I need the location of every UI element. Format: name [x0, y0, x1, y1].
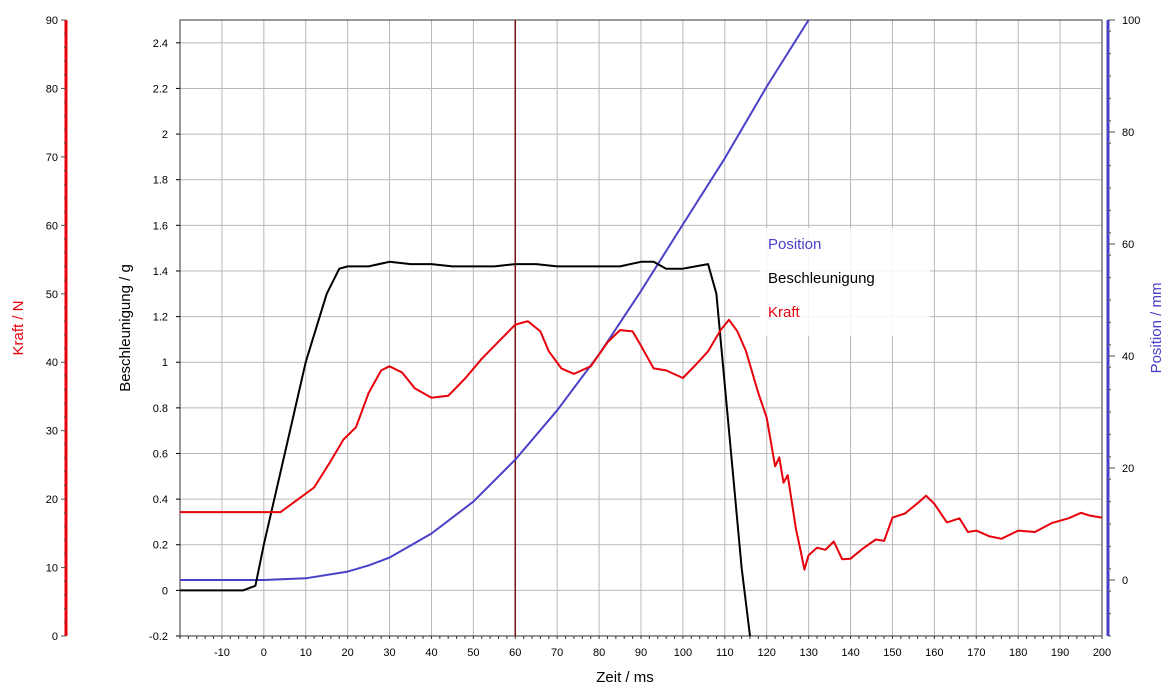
position-tick-label: 40 — [1122, 351, 1134, 363]
acceleration-tick-label: 1 — [162, 357, 168, 369]
x-tick-label: 40 — [425, 647, 437, 659]
acceleration-tick-label: 0.4 — [153, 494, 168, 506]
x-tick-label: 20 — [342, 647, 354, 659]
x-tick-label: 200 — [1093, 647, 1111, 659]
acceleration-tick-label: 1.8 — [153, 175, 168, 187]
legend: Position Beschleunigung Kraft — [760, 228, 930, 336]
force-tick-label: 70 — [46, 152, 58, 164]
legend-entry: Beschleunigung — [768, 270, 875, 287]
x-tick-label: 110 — [716, 647, 734, 659]
acceleration-tick-label: 1.4 — [153, 266, 168, 278]
position-tick-label: 80 — [1122, 127, 1134, 139]
position-tick-label: 100 — [1122, 15, 1140, 27]
x-tick-label: 90 — [635, 647, 647, 659]
x-tick-label: 170 — [967, 647, 985, 659]
force-axis-title: Kraft / N — [10, 300, 27, 355]
series-layer — [180, 20, 1102, 636]
force-tick-label: 40 — [46, 357, 58, 369]
acceleration-axis-title: Beschleunigung / g — [117, 264, 134, 392]
series-line-kraft — [180, 318, 1102, 571]
x-tick-label: 50 — [467, 647, 479, 659]
acceleration-tick-label: 0.2 — [153, 540, 168, 552]
acceleration-tick-label: 0 — [162, 585, 168, 597]
force-tick-label: 90 — [46, 15, 58, 27]
x-tick-label: 30 — [383, 647, 395, 659]
x-tick-label: 120 — [758, 647, 776, 659]
force-tick-label: 10 — [46, 563, 58, 575]
acceleration-tick-label: 1.2 — [153, 312, 168, 324]
acceleration-tick-label: -0.2 — [149, 631, 168, 643]
x-tick-label: 190 — [1051, 647, 1069, 659]
force-tick-label: 0 — [52, 631, 58, 643]
force-tick-label: 30 — [46, 426, 58, 438]
series-line-position — [180, 20, 810, 581]
force-tick-label: 60 — [46, 220, 58, 232]
legend-entry: Kraft — [768, 304, 801, 321]
acceleration-tick-label: 2.4 — [153, 38, 168, 50]
position-tick-label: 20 — [1122, 463, 1134, 475]
grid — [180, 20, 1103, 637]
x-tick-label: 80 — [593, 647, 605, 659]
x-tick-label: 0 — [261, 647, 267, 659]
axes: -10 0 10 20 30 40 50 60 70 80 90 100 110 120 130 140 150… — [46, 15, 1141, 659]
x-tick-label: 60 — [509, 647, 521, 659]
x-tick-label: 10 — [300, 647, 312, 659]
x-tick-label: 100 — [674, 647, 692, 659]
x-tick-label: 180 — [1009, 647, 1027, 659]
position-axis-title: Position / mm — [1148, 283, 1165, 374]
acceleration-tick-label: 0.8 — [153, 403, 168, 415]
force-tick-label: 50 — [46, 289, 58, 301]
legend-background — [760, 228, 930, 336]
acceleration-tick-label: 2.2 — [153, 83, 168, 95]
x-tick-label: 150 — [883, 647, 901, 659]
position-tick-label: 0 — [1122, 575, 1128, 587]
x-axis-title: Zeit / ms — [596, 669, 654, 686]
acceleration-tick-label: 1.6 — [153, 220, 168, 232]
legend-entry: Position — [768, 236, 821, 253]
acceleration-tick-label: 0.6 — [153, 448, 168, 460]
x-tick-label: 70 — [551, 647, 563, 659]
acceleration-tick-label: 2 — [162, 129, 168, 141]
series-line-beschleunigung — [180, 260, 751, 636]
x-tick-label: 130 — [799, 647, 817, 659]
x-tick-label: 140 — [841, 647, 859, 659]
position-tick-label: 60 — [1122, 239, 1134, 251]
x-tick-label: -10 — [214, 647, 230, 659]
force-tick-label: 20 — [46, 494, 58, 506]
force-tick-label: 80 — [46, 83, 58, 95]
x-tick-label: 160 — [925, 647, 943, 659]
